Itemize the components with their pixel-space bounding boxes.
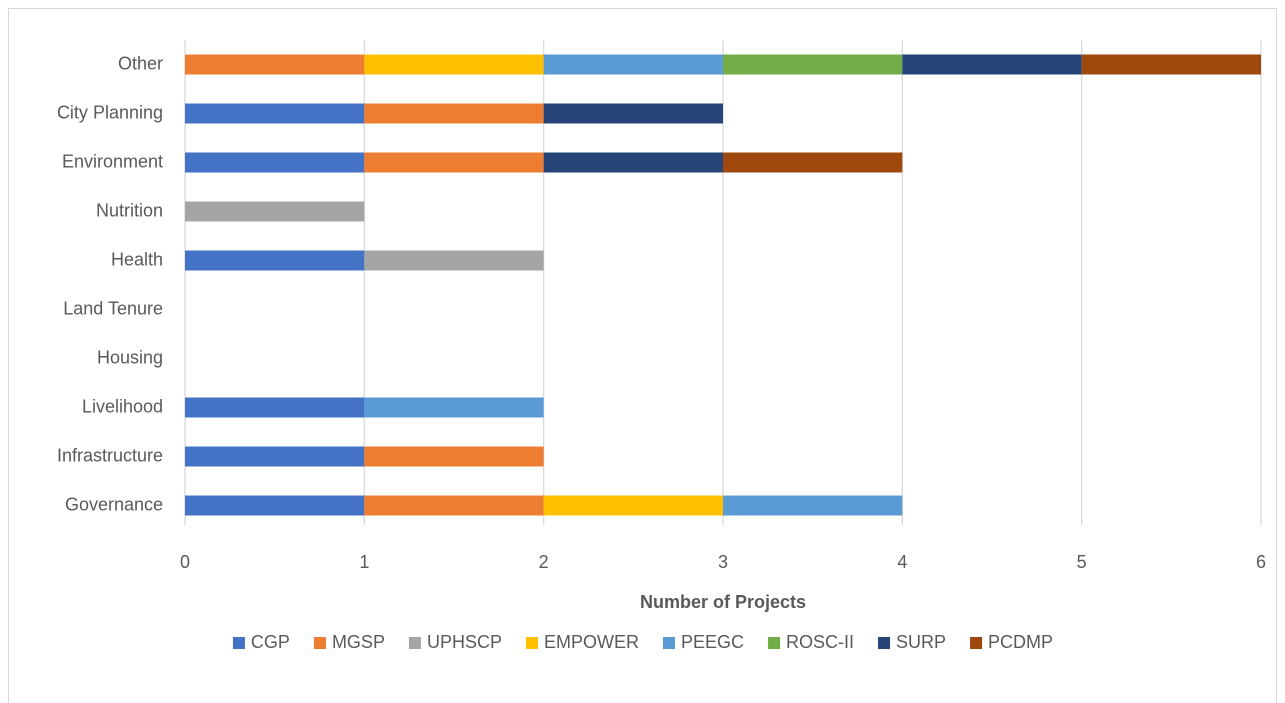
y-tick-label: City Planning [57,102,163,122]
legend-swatch [525,637,538,649]
x-axis-title: Number of Projects [640,592,806,612]
bar-segment [185,54,365,75]
y-tick-label: Nutrition [96,200,163,220]
legend-label: CGP [251,632,290,652]
bar-segment [543,54,723,75]
legend-swatch [232,637,245,649]
y-tick-label: Land Tenure [63,298,163,318]
bar-segment [185,103,365,124]
legend-swatch [313,637,326,649]
bar-segment [185,495,365,516]
legend-label: ROSC-II [786,632,854,652]
legend-label: MGSP [332,632,385,652]
x-tick-label: 2 [539,552,549,572]
legend-label: SURP [896,632,946,652]
bar-segment [185,201,365,222]
bar-segment [723,54,903,75]
legend-label: PEEGC [681,632,744,652]
x-tick-label: 3 [718,552,728,572]
bar-segment [543,495,723,516]
bar-segment [364,54,544,75]
bar-segment [1081,54,1261,75]
bar-segment [185,397,365,418]
x-tick-label: 1 [359,552,369,572]
bar-segment [543,103,723,124]
y-tick-label: Environment [62,151,163,171]
bar-segment [364,397,544,418]
chart-frame [8,8,1277,703]
legend-swatch [878,637,891,649]
y-tick-label: Health [111,249,163,269]
y-tick-label: Livelihood [82,396,163,416]
legend-swatch [970,637,983,649]
y-tick-label: Infrastructure [57,445,163,465]
legend-label: EMPOWER [544,632,639,652]
y-tick-label: Housing [97,347,163,367]
bar-segment [364,152,544,173]
bar-segment [364,103,544,124]
bar-segment [364,446,544,467]
bar-segment [723,495,903,516]
y-tick-label: Other [118,53,163,73]
bar-segment [723,152,903,173]
legend-swatch [768,637,781,649]
legend-label: PCDMP [988,632,1053,652]
y-tick-label: Governance [65,494,163,514]
bar-segment [185,250,365,271]
bar-segment [185,152,365,173]
x-tick-label: 0 [180,552,190,572]
bar-segment [543,152,723,173]
x-tick-label: 6 [1256,552,1266,572]
bar-segment [364,495,544,516]
legend-swatch [408,637,421,649]
x-tick-label: 4 [897,552,907,572]
bar-segment [364,250,544,271]
legend-swatch [662,637,675,649]
bar-segment [902,54,1082,75]
legend-label: UPHSCP [427,632,502,652]
x-tick-label: 5 [1077,552,1087,572]
bar-segment [185,446,365,467]
